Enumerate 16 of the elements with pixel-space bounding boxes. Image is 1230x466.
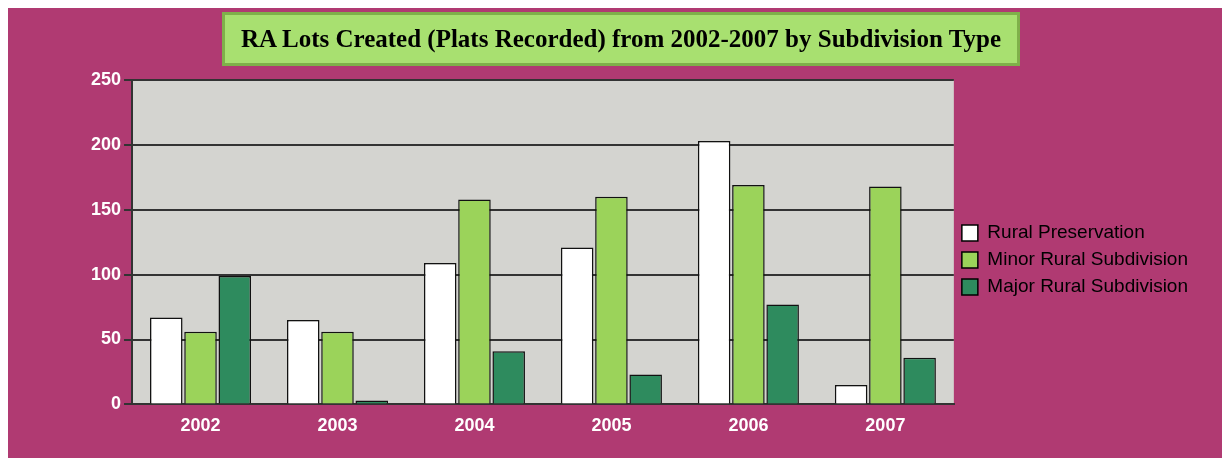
- x-tick-label: 2006: [728, 415, 769, 436]
- x-tick-label: 2005: [591, 415, 632, 436]
- y-tick-label: 250: [90, 68, 122, 89]
- legend-label: Major Rural Subdivision: [987, 275, 1189, 297]
- x-tick-label: 2007: [865, 415, 906, 436]
- y-tick-label: 200: [90, 133, 122, 154]
- y-tick-label: 100: [90, 263, 122, 284]
- legend-label: Minor Rural Subdivision: [987, 248, 1189, 270]
- legend-label: Rural Preservation: [987, 221, 1145, 243]
- x-tick-label: 2002: [180, 415, 221, 436]
- chart-title: RA Lots Created (Plats Recorded) from 2002-2007 by Subdivision Type: [222, 12, 1020, 66]
- y-tick-label: 50: [101, 328, 122, 349]
- y-tick-label: 150: [90, 198, 122, 219]
- x-tick-label: 2003: [317, 415, 358, 436]
- x-tick-label: 2004: [454, 415, 495, 436]
- y-tick-label: 0: [111, 393, 122, 414]
